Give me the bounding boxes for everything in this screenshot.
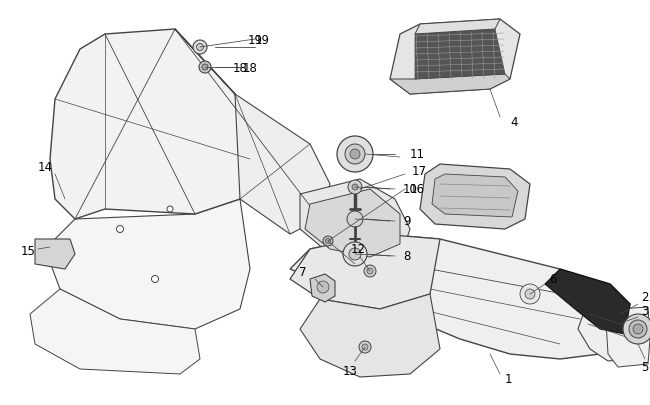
Circle shape <box>629 320 647 338</box>
Polygon shape <box>300 179 410 269</box>
Circle shape <box>326 239 330 244</box>
Circle shape <box>367 269 373 274</box>
Circle shape <box>359 341 371 353</box>
Text: 3: 3 <box>642 305 649 318</box>
Text: 16: 16 <box>410 183 425 196</box>
Circle shape <box>193 41 207 55</box>
Text: 18: 18 <box>233 61 248 74</box>
Polygon shape <box>415 20 500 35</box>
Circle shape <box>199 62 211 74</box>
Text: 4: 4 <box>510 115 517 128</box>
Text: 14: 14 <box>38 161 53 174</box>
Circle shape <box>520 284 540 304</box>
Circle shape <box>364 265 376 277</box>
Circle shape <box>151 276 159 283</box>
Circle shape <box>352 185 358 190</box>
Polygon shape <box>290 234 630 359</box>
Text: 18: 18 <box>243 61 258 74</box>
Circle shape <box>116 226 124 233</box>
Text: 2: 2 <box>642 291 649 304</box>
Circle shape <box>343 243 367 266</box>
Circle shape <box>633 324 643 334</box>
Polygon shape <box>420 164 530 230</box>
Text: 10: 10 <box>403 183 418 196</box>
Circle shape <box>337 136 373 173</box>
Polygon shape <box>390 75 510 95</box>
Polygon shape <box>35 239 75 269</box>
Circle shape <box>345 145 365 164</box>
Polygon shape <box>415 30 505 80</box>
Polygon shape <box>300 294 440 377</box>
Polygon shape <box>310 274 335 302</box>
Polygon shape <box>305 190 400 257</box>
Circle shape <box>202 65 208 71</box>
Polygon shape <box>50 30 250 220</box>
Circle shape <box>317 281 329 293</box>
Text: 8: 8 <box>403 250 410 263</box>
Text: 9: 9 <box>403 215 411 228</box>
Text: 19: 19 <box>248 34 263 47</box>
Text: 5: 5 <box>642 360 649 373</box>
Circle shape <box>323 237 333 246</box>
Circle shape <box>623 314 650 344</box>
Text: 19: 19 <box>255 34 270 47</box>
Text: 13: 13 <box>343 364 358 377</box>
Polygon shape <box>45 200 250 329</box>
Text: 12: 12 <box>350 243 365 256</box>
Text: 7: 7 <box>299 266 307 279</box>
Circle shape <box>349 248 361 260</box>
Text: 1: 1 <box>504 373 512 386</box>
Polygon shape <box>606 307 650 367</box>
Polygon shape <box>175 30 330 234</box>
Polygon shape <box>390 20 520 95</box>
Text: 11: 11 <box>410 148 425 161</box>
Circle shape <box>362 344 368 350</box>
Polygon shape <box>290 234 440 309</box>
Polygon shape <box>578 309 642 361</box>
Text: 17: 17 <box>412 165 427 178</box>
Polygon shape <box>30 289 200 374</box>
Circle shape <box>347 211 363 228</box>
Circle shape <box>196 45 203 51</box>
Circle shape <box>167 207 173 213</box>
Text: 6: 6 <box>549 273 557 286</box>
Polygon shape <box>545 269 630 334</box>
Polygon shape <box>432 175 518 217</box>
Text: 15: 15 <box>21 245 36 258</box>
Circle shape <box>350 149 360 160</box>
Circle shape <box>525 289 535 299</box>
Circle shape <box>348 181 362 194</box>
